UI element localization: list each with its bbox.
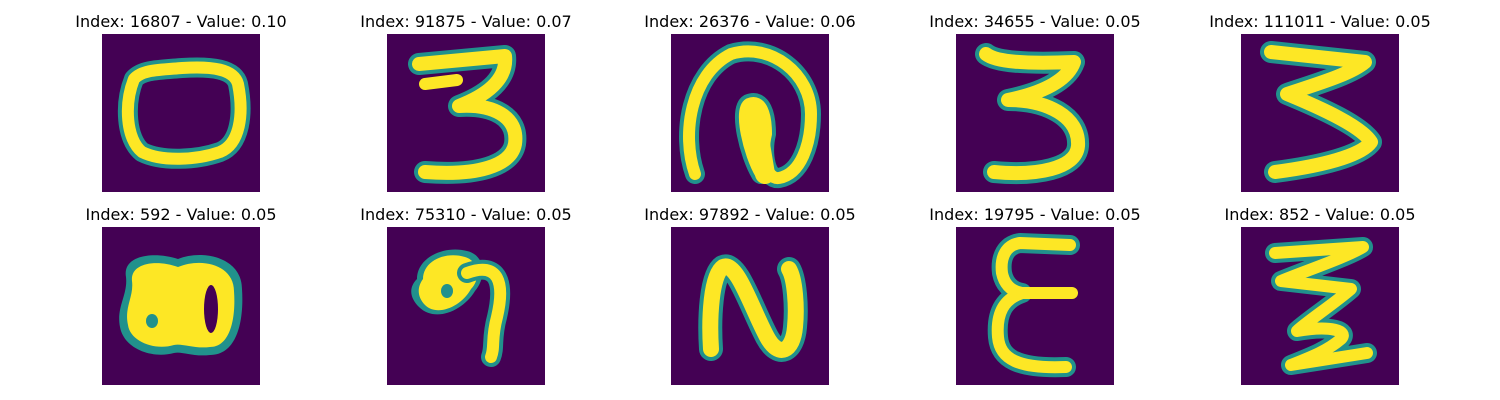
digit-image <box>1241 34 1399 192</box>
digit-image <box>387 227 545 385</box>
letter-n-glyph <box>698 254 808 362</box>
panel-title: Index: 75310 - Value: 0.05 <box>360 205 572 224</box>
digit-image <box>956 34 1114 192</box>
panel-title: Index: 91875 - Value: 0.07 <box>360 12 572 31</box>
panel-title: Index: 97892 - Value: 0.05 <box>644 205 856 224</box>
digit-image <box>956 227 1114 385</box>
digit-3-glyph <box>408 45 527 184</box>
loop-glyph <box>679 41 821 188</box>
letter-z-glyph <box>1265 237 1377 375</box>
digit-image <box>102 34 260 192</box>
panel-title: Index: 592 - Value: 0.05 <box>85 205 277 224</box>
digit-image <box>671 227 829 385</box>
panel-title: Index: 111011 - Value: 0.05 <box>1209 12 1431 31</box>
digit-image <box>102 227 260 385</box>
digit-3-glyph <box>1260 41 1382 183</box>
digit-9-glyph <box>411 249 511 367</box>
panel-title: Index: 852 - Value: 0.05 <box>1224 205 1416 224</box>
digit-image <box>671 34 829 192</box>
panel-title: Index: 19795 - Value: 0.05 <box>929 205 1141 224</box>
digit-0-glyph <box>117 57 251 169</box>
digit-8-glyph <box>119 254 243 356</box>
panel-title: Index: 26376 - Value: 0.06 <box>644 12 856 31</box>
digit-image <box>1241 227 1399 385</box>
digit-image <box>387 34 545 192</box>
panel-title: Index: 34655 - Value: 0.05 <box>929 12 1141 31</box>
letter-e-glyph <box>987 233 1080 378</box>
panel-title: Index: 16807 - Value: 0.10 <box>75 12 287 31</box>
digit-3-glyph <box>975 43 1089 185</box>
